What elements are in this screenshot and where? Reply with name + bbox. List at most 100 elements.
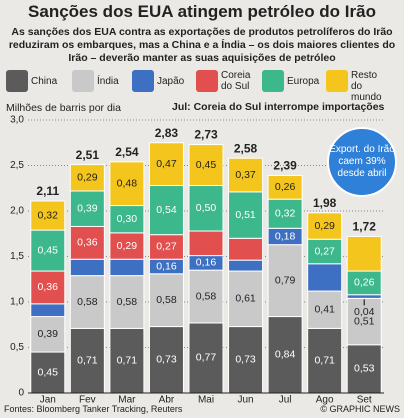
- bar-segment: [267, 175, 303, 200]
- value-label: 0,16: [196, 257, 217, 269]
- legend-label: China: [31, 75, 58, 87]
- bar-segment: [188, 144, 224, 187]
- bar-segment: [307, 238, 343, 265]
- bar-segment: [188, 230, 224, 257]
- bar-segment: [109, 161, 145, 207]
- value-label: 0,39: [77, 203, 98, 215]
- x-tick-label: Jan: [40, 395, 56, 406]
- value-label: 0,58: [77, 296, 98, 308]
- value-label: 0,50: [196, 202, 217, 214]
- bar-segment: [109, 327, 145, 394]
- bar-segment: [228, 270, 264, 328]
- bar-segment: [228, 259, 264, 272]
- y-tick-label: 3,0: [10, 115, 24, 126]
- value-label: 0,45: [38, 244, 59, 256]
- bar-segment: [267, 316, 303, 394]
- bar-segment: [307, 212, 343, 240]
- x-tick-label: Mai: [198, 395, 214, 406]
- y-tick-label: 1,5: [10, 251, 24, 262]
- value-label: 0,84: [275, 349, 296, 361]
- x-tick-label: Abr: [159, 395, 175, 406]
- value-label: 0,29: [77, 172, 98, 184]
- value-label: 0,58: [117, 296, 138, 308]
- bar-segment: [148, 326, 184, 394]
- value-label: 0,61: [235, 293, 256, 305]
- value-label: 0,48: [117, 177, 138, 189]
- value-label: 0,26: [275, 181, 296, 193]
- x-tick-label: Jul: [279, 395, 292, 406]
- total-label: 2,58: [234, 141, 258, 155]
- bar-segment: [69, 258, 105, 277]
- legend-swatch: [132, 70, 154, 92]
- value-label: 0,47: [156, 158, 177, 170]
- value-label: 0,30: [117, 213, 138, 225]
- value-label: 0,77: [196, 352, 217, 364]
- y-tick-label: 2,0: [10, 206, 24, 217]
- bar-segment: [69, 327, 105, 394]
- total-label: 1,72: [353, 220, 377, 234]
- bar-segment: [267, 198, 303, 229]
- chart-subtitle: As sanções dos EUA contra as exportações…: [8, 26, 396, 64]
- bar-segment: [307, 263, 343, 292]
- bar-segment: [109, 258, 145, 277]
- value-label: 0,26: [354, 277, 375, 289]
- x-tick-label: Jun: [237, 395, 253, 406]
- total-label: 2,39: [273, 159, 297, 173]
- y-tick-label: 0: [18, 388, 24, 399]
- value-label: 0,45: [38, 366, 59, 378]
- legend-swatch: [262, 70, 284, 92]
- legend-swatch: [72, 70, 94, 92]
- value-label: 0,37: [235, 169, 256, 181]
- bar-segment: [109, 232, 145, 260]
- value-label: 0,79: [275, 274, 296, 286]
- bar-segment: [30, 303, 66, 318]
- value-label: 0,29: [314, 220, 335, 232]
- bar-segment: [307, 290, 343, 329]
- credit: © GRAPHIC NEWS: [320, 404, 400, 414]
- value-label: 0,58: [196, 290, 217, 302]
- legend-swatch: [6, 70, 28, 92]
- value-label: 0,16: [156, 260, 177, 272]
- value-label: 0,39: [38, 328, 59, 340]
- value-label: 0,58: [156, 294, 177, 306]
- value-label: 0,29: [117, 240, 138, 252]
- bar-segment: [30, 229, 66, 272]
- bar-segment: [188, 269, 224, 324]
- legend-label: Resto do mundo: [351, 70, 382, 103]
- y-tick-label: 1,0: [10, 297, 24, 308]
- bar-segment: [307, 327, 343, 394]
- x-tick-label: Mar: [118, 395, 136, 406]
- value-label: 0,53: [354, 363, 375, 375]
- legend-label: Coreia do Sul: [221, 70, 251, 92]
- x-tick-label: Set: [357, 395, 372, 406]
- value-label: 0,71: [77, 354, 98, 366]
- bar-segment: [188, 322, 224, 394]
- bar-segment: [69, 164, 105, 192]
- total-label: 2,83: [155, 126, 179, 140]
- value-label: 0,73: [156, 354, 177, 366]
- total-label: 1,98: [313, 196, 337, 210]
- legend-label: Japão: [157, 75, 185, 87]
- bar-segment: [228, 157, 264, 193]
- value-label: 0,32: [38, 209, 59, 221]
- bar-segment: [188, 185, 224, 232]
- y-tick-label: 2,5: [10, 160, 24, 171]
- value-label: 0,36: [38, 281, 59, 293]
- value-label: 0,54: [156, 204, 177, 216]
- y-axis-label: Milhões de barris por dia: [6, 102, 121, 114]
- total-label: 2,51: [76, 148, 100, 162]
- legend-swatch: [196, 70, 218, 92]
- legend-label: Índia: [97, 75, 119, 87]
- annotation: Jul: Coreia do Sul interrompe importaçõe…: [172, 101, 385, 113]
- bar-segment: [228, 237, 264, 261]
- value-label: 0,18: [275, 230, 296, 242]
- y-tick-label: 0,5: [10, 342, 24, 353]
- annotation: Export. do Irão caem 39% desde abril: [329, 144, 395, 179]
- bar-segment: [148, 273, 184, 328]
- value-label: 0,71: [117, 354, 138, 366]
- value-label: 0,41: [314, 304, 335, 316]
- bar-segment: [346, 235, 382, 272]
- annotation-circle: Export. do Irão caem 39% desde abril: [327, 127, 397, 197]
